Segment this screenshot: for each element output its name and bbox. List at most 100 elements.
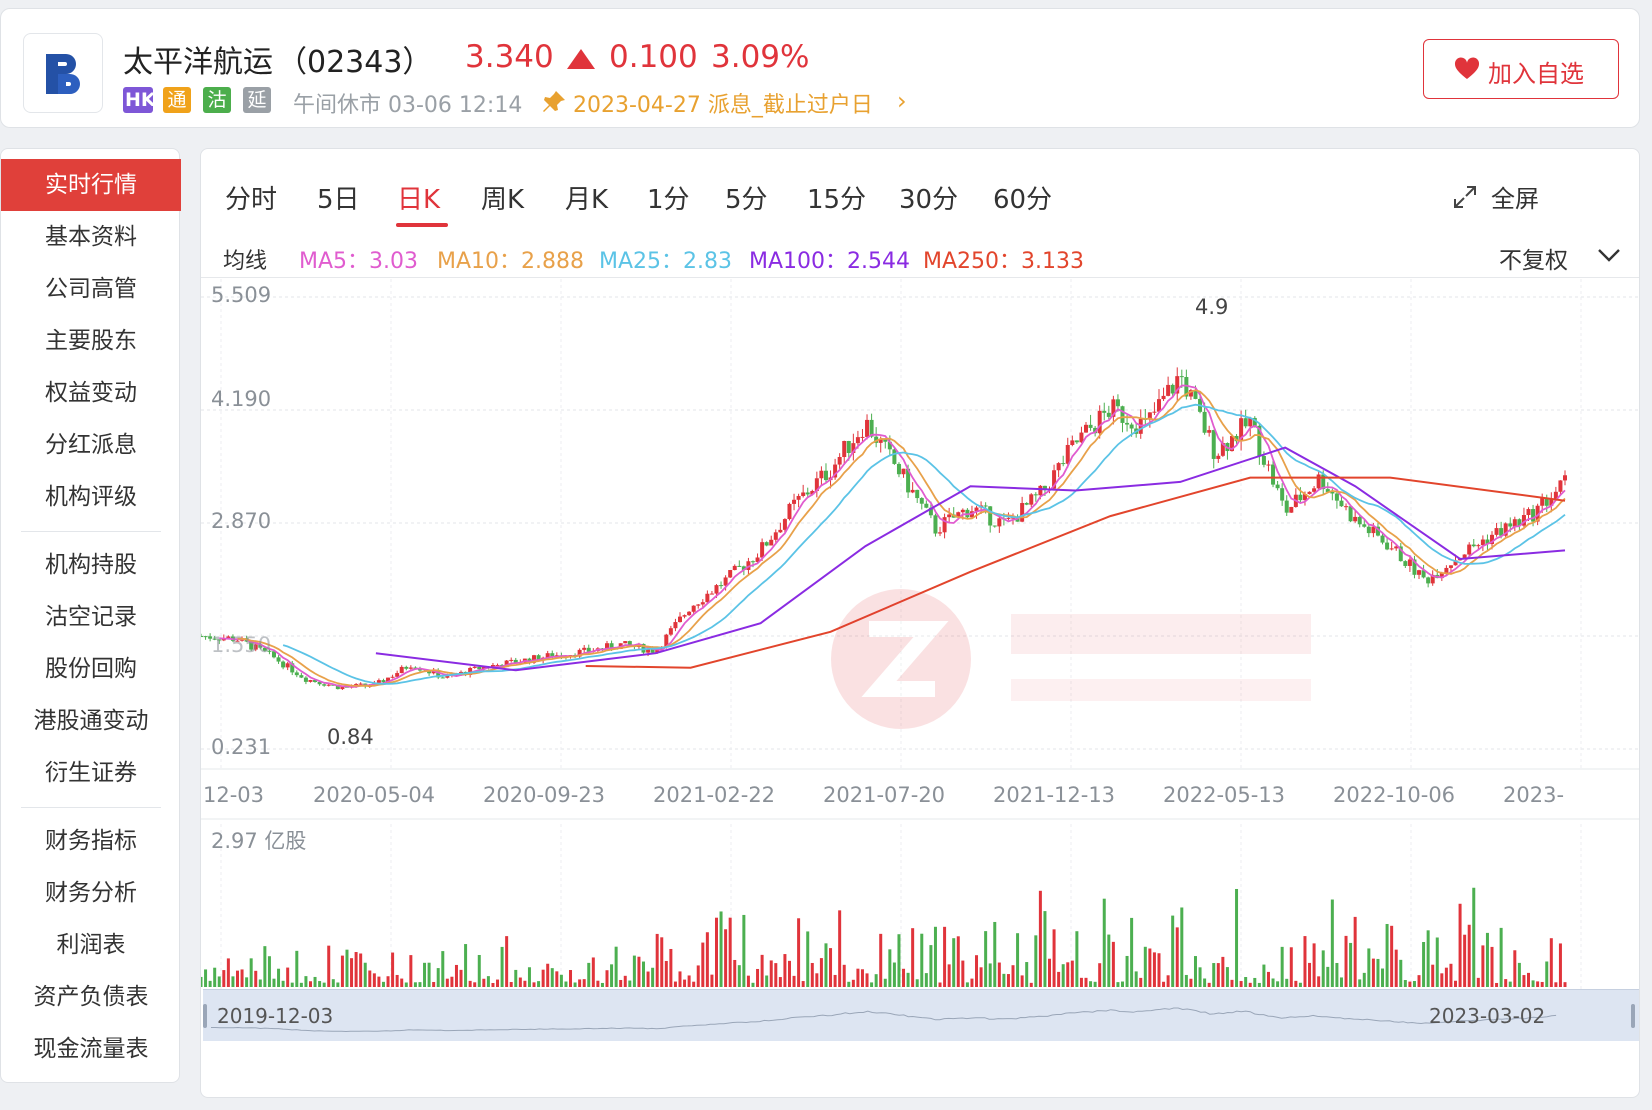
adjust-dropdown[interactable]: 不复权 (1499, 241, 1620, 275)
volume-bar (632, 955, 636, 987)
navigator-left-handle[interactable] (203, 1004, 207, 1028)
tab-5day[interactable]: 5日 (317, 185, 360, 215)
candle-body (792, 499, 797, 504)
candle-body (326, 684, 331, 686)
sidebar-item-buyback[interactable]: 股份回购 (45, 656, 137, 682)
volume-bar (824, 943, 828, 987)
volume-bar (354, 952, 358, 987)
volume-bar (1271, 978, 1275, 987)
candle-body (1289, 506, 1294, 513)
volume-bar (1253, 977, 1257, 987)
sidebar-item-equity-changes[interactable]: 权益变动 (45, 380, 137, 406)
candle-body (532, 655, 537, 663)
volume-bar (787, 960, 791, 987)
sidebar-item-profile[interactable]: 基本资料 (45, 224, 137, 250)
candle-body (1380, 535, 1385, 543)
tab-1min[interactable]: 1分 (647, 185, 690, 215)
volume-max-label: 2.97 亿股 (211, 829, 307, 853)
volume-bar (701, 942, 705, 987)
sidebar-item-connect-changes[interactable]: 港股通变动 (33, 708, 149, 734)
volume-bar (756, 968, 760, 987)
candle-body (842, 441, 847, 458)
volume-bar (281, 980, 285, 987)
candle-body (1166, 384, 1171, 396)
candle-body (1467, 544, 1472, 555)
candle-body (436, 670, 441, 678)
volume-bar (1006, 974, 1010, 987)
volume-bar (1239, 981, 1243, 987)
candle-body (1020, 503, 1025, 522)
volume-bar (1029, 982, 1033, 987)
sidebar-item-executives[interactable]: 公司高管 (45, 276, 137, 302)
sidebar-item-shareholders[interactable]: 主要股东 (45, 328, 137, 354)
sidebar-item-short-selling[interactable]: 沽空记录 (45, 604, 137, 630)
tab-daily-k[interactable]: 日K (397, 185, 441, 215)
range-navigator[interactable]: 2019-12-03 2023-03-02 (203, 989, 1639, 1041)
candle-body (1494, 528, 1499, 535)
candle-body (1407, 559, 1412, 566)
kline-chart[interactable] (201, 279, 1640, 989)
volume-bar (208, 980, 212, 987)
candle-body (1065, 444, 1070, 464)
candle-body (1330, 491, 1335, 494)
volume-bar (254, 970, 258, 987)
candle-body (1284, 500, 1289, 513)
moving-average-line (585, 476, 1566, 669)
sidebar-item-fin-indicators[interactable]: 财务指标 (45, 828, 137, 854)
volume-bar (1298, 982, 1302, 987)
tab-5min[interactable]: 5分 (725, 185, 768, 215)
tab-monthly-k[interactable]: 月K (565, 185, 609, 215)
volume-bar (1093, 981, 1097, 987)
sidebar-item-institutional[interactable]: 机构持股 (45, 552, 137, 578)
tab-intraday[interactable]: 分时 (225, 185, 278, 215)
candle-body (1193, 390, 1198, 399)
volume-bar (541, 969, 545, 987)
sidebar-item-dividends[interactable]: 分红派息 (45, 432, 137, 458)
current-price: 3.340 (465, 39, 554, 75)
volume-bar (409, 955, 413, 987)
candle-body (381, 680, 386, 683)
volume-bar (737, 965, 741, 987)
volume-bar (372, 973, 376, 987)
volume-bar (801, 981, 805, 987)
navigator-right-handle[interactable] (1631, 1004, 1635, 1028)
volume-bar (591, 957, 595, 987)
chevron-right-icon[interactable]: › (897, 87, 907, 115)
candle-body (1485, 539, 1490, 545)
candle-body (1544, 498, 1549, 506)
sidebar-item-derivatives[interactable]: 衍生证券 (45, 760, 137, 786)
volume-bar (1143, 946, 1147, 987)
sidebar-item-income-statement[interactable]: 利润表 (56, 932, 126, 958)
candle-body (687, 611, 692, 616)
candle-body (1188, 390, 1193, 397)
sidebar-item-realtime[interactable]: 实时行情 (1, 159, 181, 211)
candle-body (737, 565, 742, 567)
volume-bar (819, 958, 823, 987)
tab-30min[interactable]: 30分 (899, 185, 959, 215)
volume-bar (514, 969, 518, 987)
volume-bar (1303, 936, 1307, 987)
volume-bar (719, 911, 723, 987)
candle-body (942, 517, 947, 533)
volume-bar (1025, 962, 1029, 987)
sidebar-item-cash-flow[interactable]: 现金流量表 (33, 1036, 149, 1062)
tab-15min[interactable]: 15分 (807, 185, 867, 215)
chart-top-border (201, 277, 1639, 278)
volume-bar (1335, 962, 1339, 987)
candle-body (1371, 526, 1376, 534)
candle-body (1357, 516, 1362, 525)
volume-bar (1257, 982, 1261, 987)
volume-bar (368, 970, 372, 987)
candle-body (655, 649, 660, 653)
sidebar-item-ratings[interactable]: 机构评级 (45, 484, 137, 510)
tab-60min[interactable]: 60分 (993, 185, 1053, 215)
add-to-watchlist-button[interactable]: 加入自选 (1423, 39, 1619, 99)
volume-bar (1371, 958, 1375, 987)
volume-bar (473, 982, 477, 987)
volume-bar (988, 963, 992, 987)
sidebar-item-balance-sheet[interactable]: 资产负债表 (33, 984, 149, 1010)
sidebar-item-fin-analysis[interactable]: 财务分析 (45, 880, 137, 906)
dividend-notice-link[interactable]: 2023-04-27 派息_截止过户日 (573, 93, 873, 118)
tab-weekly-k[interactable]: 周K (481, 185, 525, 215)
volume-bar (518, 977, 522, 987)
